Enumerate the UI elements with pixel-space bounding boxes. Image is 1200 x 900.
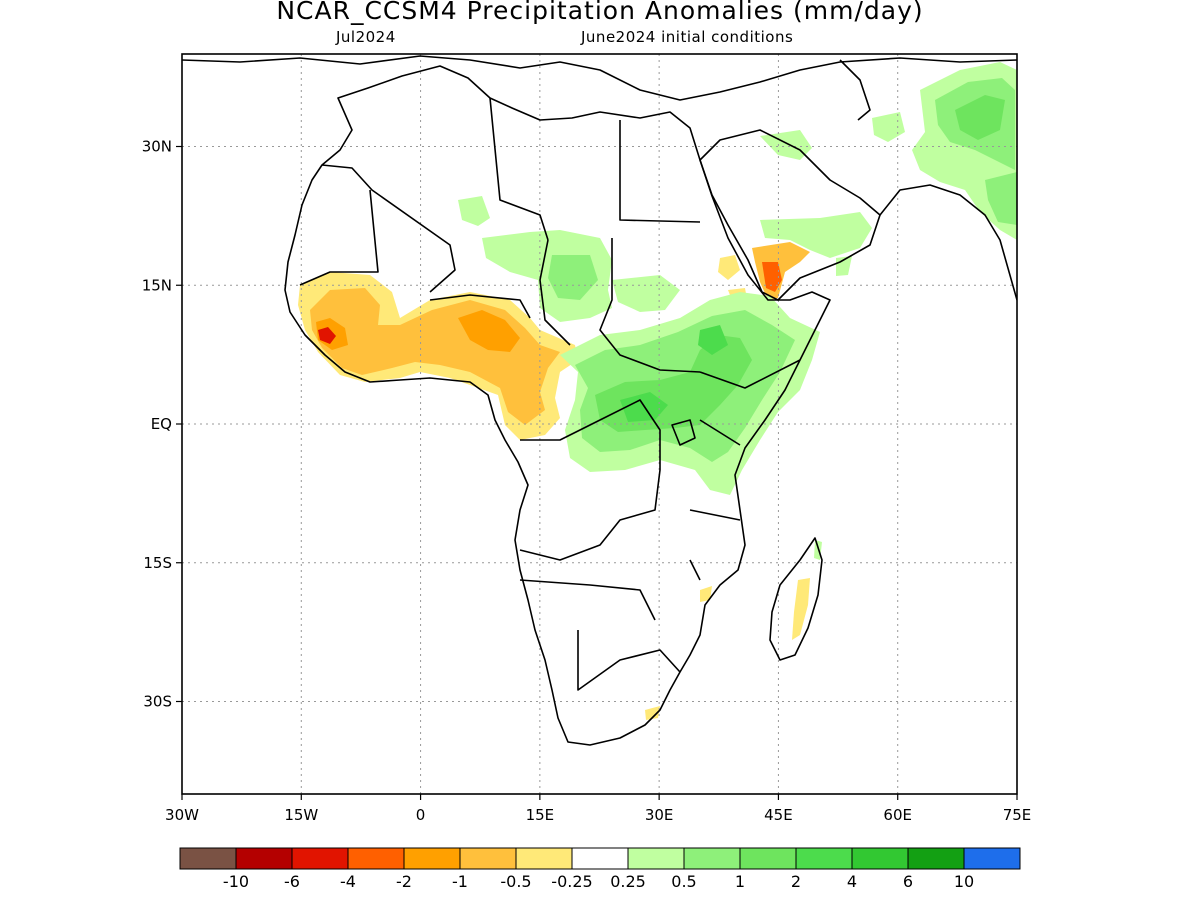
colorbar-label: 0.25 [610,872,646,891]
colorbar-label: -4 [340,872,356,891]
dry-anomaly-mozambique [700,586,712,602]
colorbar-swatch [683,847,741,870]
wet-anomaly-iran [872,112,905,142]
wet-anomaly-arabia-north [760,130,812,160]
colorbar-label: -1 [452,872,468,891]
border-tanzania-mozambique [689,509,741,581]
colorbar-swatch [739,847,797,870]
x-tick-label: 75E [1003,806,1032,824]
colorbar-swatch [235,847,293,870]
y-tick-label: 30N [142,138,172,156]
border-angola-namibia [519,579,656,621]
border-libya-egypt [619,120,701,223]
x-tick-label: 15W [284,806,318,824]
border-sudan [599,238,701,373]
colorbar-swatch [851,847,909,870]
wet-anomaly-sudan-north [612,275,680,312]
border-sahara-west [321,164,456,293]
wet-anomaly-oman [836,256,852,276]
dry-anomaly-south-africa [645,706,660,720]
colorbar-label: 2 [791,872,801,891]
colorbar-swatch [627,847,685,870]
colorbar-labels: -10 -6 -4 -2 -1 -0.5 -0.25 0.25 0.5 1 2 4 6 10 [223,872,974,891]
border-south [577,630,681,691]
border-algeria-libya [489,97,549,241]
europe-coast [182,55,1017,101]
colorbar-label: 10 [954,872,974,891]
wet-anomaly-chad-core [548,255,598,300]
colorbar-swatch [459,847,517,870]
y-tick-label: 15S [143,554,172,572]
caspian-hint [839,59,871,121]
colorbar-label: -6 [284,872,300,891]
anomaly-shading [298,62,1017,720]
axis-tick-labels: 30W 15W 0 15E 30E 45E 60E 75E 30N 15N EQ 15S 30S [142,138,1032,825]
wet-anomaly-ethiopia-core [698,325,728,355]
madagascar-outline [769,537,823,661]
asia-coast [879,184,1017,301]
colorbar [179,847,1021,870]
colorbar-swatch [403,847,461,870]
colorbar-label: -0.25 [551,872,592,891]
wet-anomaly-sahara [458,196,490,226]
colorbar-swatch [515,847,573,870]
colorbar-swatch [291,847,349,870]
coastlines-and-borders [182,55,1017,746]
colorbar-swatch [795,847,853,870]
initial-conditions: June2024 initial conditions [581,28,794,46]
colorbar-swatch [179,847,237,870]
wet-anomaly-pakistan-core [955,95,1005,140]
dry-anomaly-strong-nigeria [458,310,520,352]
colorbar-label: 4 [847,872,857,891]
colorbar-label: 0.5 [671,872,696,891]
colorbar-swatch [347,847,405,870]
dry-anomaly-eritrea [718,255,740,280]
x-tick-label: 45E [764,806,793,824]
border-east [699,359,801,446]
y-tick-label: 15N [142,276,172,294]
colorbar-label: -2 [396,872,412,891]
y-tick-label: 30S [143,693,172,711]
y-tick-label: EQ [151,415,172,433]
dry-anomaly-extreme-guinea [318,327,336,344]
colorbar-label: -0.5 [500,872,531,891]
x-tick-label: 0 [416,806,426,824]
border-niger-nigeria [429,294,531,319]
colorbar-label: 6 [903,872,913,891]
africa-coastline [284,65,831,746]
colorbar-swatch [907,847,965,870]
wet-anomaly-arabia-south [760,212,872,258]
x-tick-label: 15E [526,806,555,824]
colorbar-label: 1 [735,872,745,891]
axis-ticks [176,145,1018,800]
dry-anomaly-madagascar [792,578,810,640]
forecast-month: Jul2024 [336,28,396,46]
lake-victoria [671,419,696,446]
grid-lines [182,54,1017,794]
border-mali [299,189,379,286]
wet-anomaly-india-west [985,172,1017,225]
chart-title: NCAR_CCSM4 Precipitation Anomalies (mm/d… [276,0,924,25]
dry-anomaly-yemen-core [762,262,782,292]
x-tick-label: 60E [883,806,912,824]
border-drc [519,399,661,561]
x-tick-label: 30E [645,806,674,824]
colorbar-label: -10 [223,872,249,891]
colorbar-swatch [571,847,629,870]
x-tick-label: 30W [165,806,199,824]
arabia-outline [699,129,881,301]
colorbar-swatch [963,847,1021,870]
border-chad [539,239,571,346]
